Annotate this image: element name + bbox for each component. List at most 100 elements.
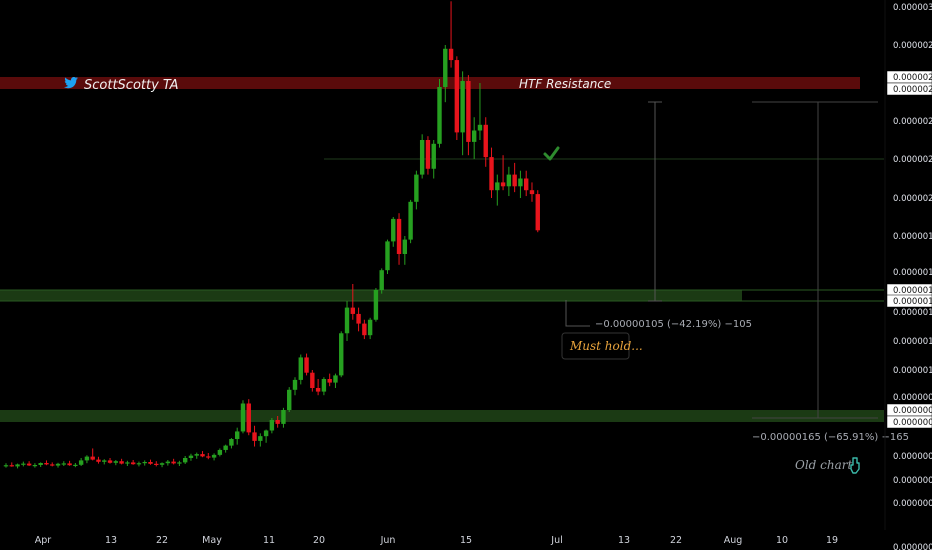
candle — [107, 458, 113, 464]
candle-body — [235, 431, 240, 439]
candle — [437, 79, 442, 148]
candle — [182, 456, 188, 464]
candle — [512, 162, 517, 193]
time-tick-label: Jul — [550, 535, 562, 546]
price-zone-label: 0.00000145 — [893, 297, 932, 307]
candle-body — [419, 140, 425, 175]
candle — [321, 377, 327, 396]
old-chart-label: Old chart — [795, 458, 853, 472]
candle — [15, 463, 20, 469]
candle-body — [148, 462, 153, 464]
price-tick-label: 0.00000200 — [893, 194, 932, 204]
candle-body — [304, 357, 309, 373]
candle — [61, 461, 66, 466]
candle-body — [460, 81, 465, 133]
measure-2-label: −0.00000165 (−65.91%) −165 — [752, 432, 909, 443]
candle-body — [61, 463, 66, 465]
candle-body — [78, 460, 84, 465]
candle — [518, 170, 523, 198]
candle-body — [3, 465, 9, 467]
candle-body — [339, 333, 344, 376]
candle-body — [182, 458, 188, 463]
candle — [385, 239, 390, 274]
support-low-zone[interactable] — [0, 410, 884, 422]
candle — [466, 75, 471, 156]
price-axis[interactable]: 0.00000300 0.00000280 0.00000240 0.00000220… — [884, 0, 932, 550]
price-tick-label: 0.00000140 — [893, 308, 932, 318]
check-icon — [543, 146, 560, 161]
candle — [171, 458, 176, 465]
candle — [489, 147, 494, 198]
must-hold-box[interactable] — [561, 332, 630, 360]
candle-body — [535, 194, 540, 231]
candle-body — [159, 463, 165, 465]
candle — [315, 379, 321, 396]
candle-body — [327, 379, 332, 383]
candle — [275, 416, 280, 428]
annotation-lines — [324, 101, 884, 419]
time-tick-label: 19 — [826, 535, 838, 546]
price-tick-label: 0.00000280 — [893, 41, 932, 51]
pointing-hand-icon[interactable] — [850, 457, 860, 474]
candle — [356, 307, 361, 332]
time-axis[interactable]: Apr 13 22 May 11 20 Jun 15 Jul 13 22 Aug 10 19 — [35, 535, 838, 546]
candle-body — [344, 307, 350, 334]
candle — [217, 448, 223, 457]
candle-body — [529, 190, 535, 195]
candle-body — [333, 375, 338, 383]
price-tick-label: 0.00000240 — [893, 117, 932, 127]
candle-body — [391, 218, 396, 242]
candle-body — [200, 454, 205, 457]
candle-body — [500, 182, 506, 187]
candle — [148, 459, 153, 465]
watermark-text: ScottScotty TA — [84, 78, 179, 93]
price-zone-label: 0.00000263 — [893, 73, 932, 83]
candle — [258, 433, 263, 447]
price-zone-label: 0.00000089 — [893, 406, 932, 416]
candle-body — [142, 462, 147, 464]
price-tick-label: 0.00000053 — [893, 476, 932, 486]
candle-body — [32, 465, 38, 467]
candle-body — [171, 461, 176, 464]
candle-body — [252, 432, 257, 441]
candle — [130, 460, 136, 465]
candle — [200, 451, 205, 458]
candle — [443, 45, 448, 103]
support-mid-zone[interactable] — [0, 290, 742, 301]
candle-body — [362, 323, 367, 336]
candle-body — [263, 430, 269, 437]
candle-body — [379, 270, 384, 290]
candle-body — [165, 461, 171, 464]
time-tick-label: 11 — [263, 535, 275, 546]
candle-body — [367, 319, 373, 336]
candle — [292, 377, 298, 396]
candle — [287, 387, 292, 412]
price-tick-label: 0.00000065 — [893, 452, 932, 462]
candle-body — [275, 420, 280, 424]
candle — [495, 174, 500, 206]
candle — [90, 448, 95, 461]
price-tick-label: 0.00000300 — [893, 3, 932, 13]
candle-body — [38, 463, 43, 465]
htf-resistance-zone[interactable] — [0, 77, 860, 89]
candle — [84, 455, 90, 464]
candle — [223, 444, 228, 453]
candle-body — [321, 379, 327, 392]
candle-body — [90, 456, 95, 460]
candle — [165, 460, 171, 466]
candle-body — [223, 445, 228, 450]
candle — [26, 461, 32, 466]
candle — [483, 117, 488, 167]
candle-body — [310, 372, 315, 388]
candle — [206, 452, 211, 460]
candle — [229, 438, 234, 449]
candle-body — [414, 174, 419, 202]
candle-body — [102, 460, 107, 462]
candle-body — [425, 140, 431, 169]
candle-body — [67, 463, 72, 466]
candle-body — [246, 403, 251, 433]
candle — [506, 166, 512, 197]
candle-body — [408, 201, 413, 240]
candle-body — [495, 182, 500, 191]
